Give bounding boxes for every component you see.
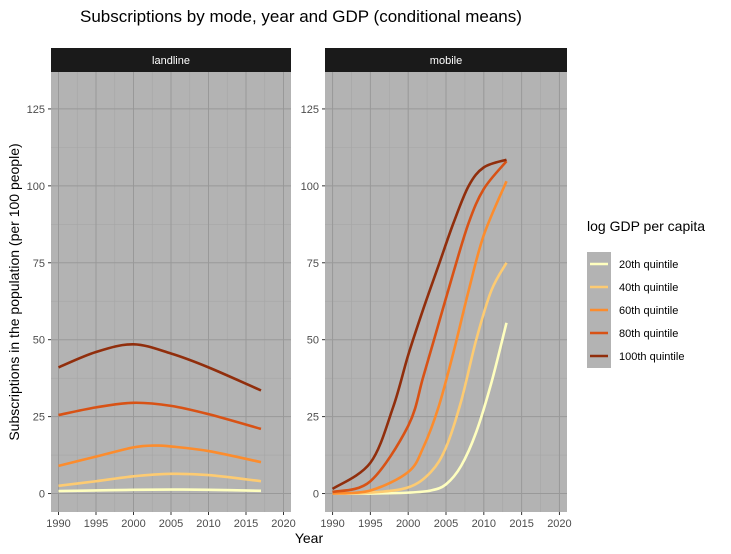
y-tick-label: 125 bbox=[27, 104, 45, 116]
series-line-mobile-1 bbox=[332, 322, 508, 495]
chart-title: Subscriptions by mode, year and GDP (con… bbox=[80, 7, 522, 26]
series-line-landline-1 bbox=[58, 488, 262, 493]
x-tick-label: 2020 bbox=[271, 518, 295, 530]
x-tick-label: 2000 bbox=[396, 518, 420, 530]
x-tick-label: 2010 bbox=[472, 518, 496, 530]
y-tick-label: 0 bbox=[313, 489, 319, 501]
legend-label-2: 40th quintile bbox=[619, 282, 678, 294]
x-tick-label: 2015 bbox=[509, 518, 533, 530]
legend-title: log GDP per capita bbox=[587, 218, 705, 234]
series-line-mobile-3 bbox=[332, 180, 508, 495]
x-tick-label: 2020 bbox=[547, 518, 571, 530]
y-tick-label: 0 bbox=[39, 489, 45, 501]
x-tick-label: 2000 bbox=[121, 518, 145, 530]
series-line-mobile-4 bbox=[332, 160, 508, 494]
y-tick-label: 25 bbox=[33, 412, 45, 424]
legend-label-3: 60th quintile bbox=[619, 305, 678, 317]
y-tick-label: 75 bbox=[33, 258, 45, 270]
facet-strip-label-mobile: mobile bbox=[430, 55, 462, 67]
x-axis-title: Year bbox=[295, 530, 324, 546]
series-line-landline-4 bbox=[58, 401, 262, 431]
x-tick-label: 1990 bbox=[320, 518, 344, 530]
y-tick-label: 100 bbox=[301, 181, 319, 193]
y-tick-label: 125 bbox=[301, 104, 319, 116]
facet-panel-mobile: mobile 1990 1995 2000 2005 2010 2015 2020 0 25 5… bbox=[301, 48, 572, 530]
legend-label-5: 100th quintile bbox=[619, 351, 684, 363]
legend-label-4: 80th quintile bbox=[619, 328, 678, 340]
series-line-mobile-2 bbox=[332, 262, 508, 495]
series-line-landline-5 bbox=[58, 343, 262, 392]
x-tick-label: 1995 bbox=[84, 518, 108, 530]
y-tick-label: 100 bbox=[27, 181, 45, 193]
x-tick-label: 2015 bbox=[234, 518, 258, 530]
y-tick-label: 50 bbox=[307, 335, 319, 347]
facet-strip bbox=[51, 48, 291, 72]
x-tick-label: 2005 bbox=[434, 518, 458, 530]
legend-label-1: 20th quintile bbox=[619, 259, 678, 271]
series-line-landline-3 bbox=[58, 444, 262, 468]
series-line-landline-2 bbox=[58, 472, 262, 488]
facet-strip bbox=[325, 48, 567, 72]
x-tick-label: 2010 bbox=[196, 518, 220, 530]
facet-strip-label-landline: landline bbox=[152, 55, 190, 67]
y-tick-label: 50 bbox=[33, 335, 45, 347]
legend: log GDP per capita 20th quintile 40th qui… bbox=[587, 218, 705, 368]
x-tick-label: 1995 bbox=[358, 518, 382, 530]
y-tick-label: 25 bbox=[307, 412, 319, 424]
y-axis-title: Subscriptions in the population (per 100… bbox=[6, 143, 22, 440]
x-tick-label: 1990 bbox=[46, 518, 70, 530]
facet-panel-landline: landline 1990 1995 2000 2005 2010 2015 2020 0 2… bbox=[27, 48, 296, 530]
y-tick-label: 75 bbox=[307, 258, 319, 270]
series-line-mobile-5 bbox=[331, 158, 507, 491]
x-tick-label: 2005 bbox=[159, 518, 183, 530]
